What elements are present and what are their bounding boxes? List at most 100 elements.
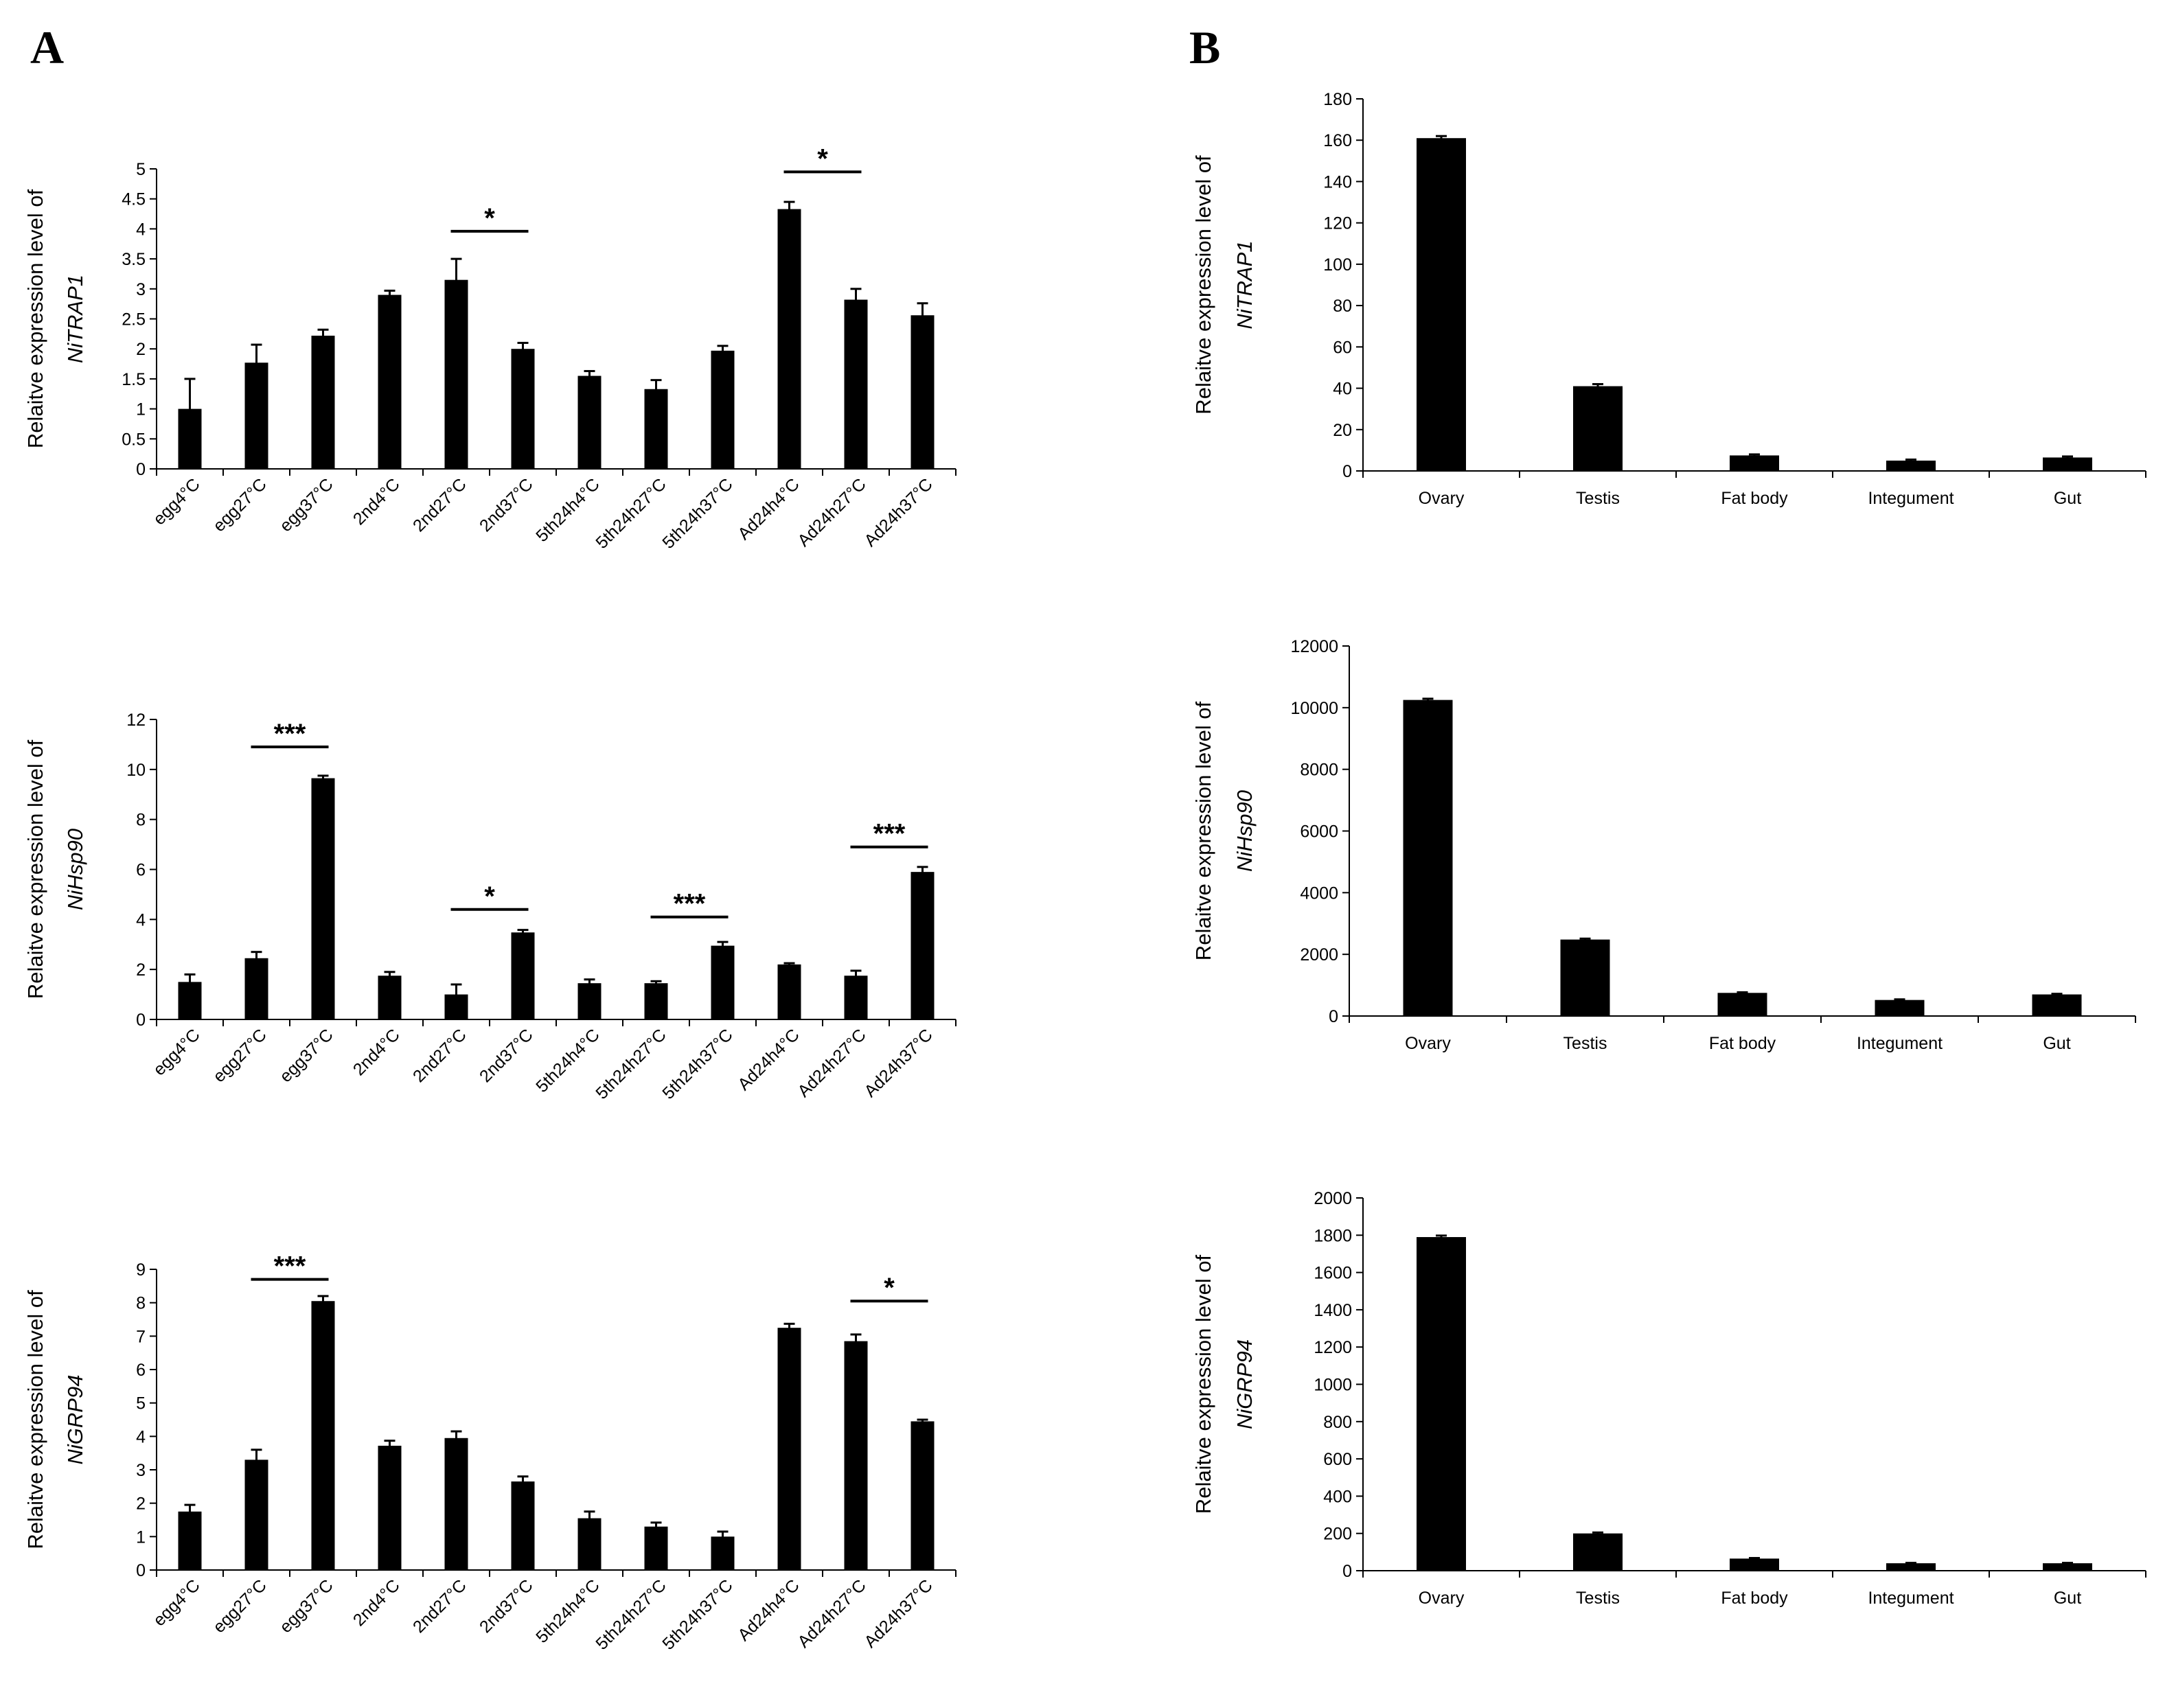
- y-tick-label: 8000: [1300, 761, 1338, 780]
- chart-a2: 0 2 4 6 8 10 12 egg4°C egg27°C egg37°C 2nd4°C 2nd27…: [23, 711, 957, 1103]
- x-category-label: Integument: [1868, 1589, 1954, 1608]
- bar: [1886, 1563, 1936, 1571]
- y-tick-label: 12: [126, 711, 146, 730]
- y-tick-label: 1600: [1314, 1264, 1352, 1283]
- significance-label: ***: [674, 889, 706, 919]
- x-category-label: egg37°C: [276, 474, 337, 535]
- y-tick-label: 6: [136, 861, 146, 880]
- y-tick-label: 4: [136, 220, 146, 239]
- bar: [777, 964, 801, 1019]
- chart-a1: 0 0.5 1 1.5 2 2.5 3 3.5 4 4.5 5 egg4°C egg27°C egg37°…: [23, 143, 957, 553]
- x-category-label: egg37°C: [276, 1576, 337, 1637]
- bar: [711, 350, 735, 469]
- x-category-label: Ovary: [1405, 1034, 1451, 1053]
- y-tick-label: 140: [1323, 172, 1352, 192]
- y-tick-label: 4.5: [122, 190, 146, 209]
- y-tick-label: 6: [136, 1361, 146, 1380]
- chart-b2: 0 2000 4000 6000 8000 10000 12000 Ovary Testis Fa…: [1191, 637, 2136, 1053]
- x-category-label: Ad24h4°C: [734, 474, 803, 544]
- y-tick-label: 12000: [1290, 637, 1338, 656]
- y-tick-label: 10000: [1290, 699, 1338, 718]
- y-axis-gene-label: NiHsp90: [1233, 790, 1257, 872]
- y-tick-label: 3: [136, 1461, 146, 1480]
- x-category-label: Gut: [2043, 1034, 2070, 1053]
- significance-label: ***: [873, 819, 906, 849]
- x-category-label: 5th24h4°C: [532, 1576, 604, 1647]
- bar: [1417, 1237, 1466, 1571]
- bar: [844, 299, 868, 469]
- significance-label: *: [817, 143, 828, 174]
- bar: [711, 1536, 735, 1570]
- y-tick-label: 20: [1333, 421, 1352, 440]
- bar: [644, 1526, 668, 1570]
- significance-label: *: [484, 203, 495, 233]
- y-tick-label: 1: [136, 400, 146, 419]
- panel-label-b: B: [1189, 21, 1220, 73]
- bar: [444, 1438, 468, 1570]
- bar: [1875, 1000, 1925, 1016]
- x-category-label: Ovary: [1419, 1589, 1465, 1608]
- x-category-label: Testis: [1576, 489, 1620, 508]
- bar: [311, 335, 335, 469]
- x-category-label: egg4°C: [150, 474, 204, 529]
- y-axis-label: Relaitve expression level of: [23, 739, 47, 999]
- y-tick-label: 1: [136, 1527, 146, 1547]
- bar: [644, 389, 668, 469]
- x-category-label: 2nd37°C: [476, 1576, 537, 1637]
- y-tick-label: 0: [1342, 1562, 1352, 1581]
- x-category-label: 5th24h27°C: [592, 474, 669, 552]
- x-category-label: Integument: [1868, 489, 1954, 508]
- bar: [1573, 1533, 1623, 1571]
- x-category-label: 5th24h37°C: [658, 1576, 736, 1653]
- bar: [444, 279, 468, 469]
- panel-label-a: A: [30, 21, 64, 73]
- y-tick-label: 0.5: [122, 430, 146, 449]
- y-tick-label: 4000: [1300, 884, 1338, 903]
- bar: [1560, 939, 1610, 1016]
- x-category-label: 2nd4°C: [350, 474, 404, 529]
- x-category-label: Integument: [1857, 1034, 1943, 1053]
- bar: [1730, 455, 1779, 471]
- y-axis-gene-label: NiHsp90: [63, 829, 87, 910]
- x-category-label: Ad24h37°C: [860, 1025, 936, 1100]
- y-tick-label: 2: [136, 960, 146, 980]
- y-tick-label: 8: [136, 811, 146, 830]
- chart-b3: 0 200 400 600 800 1000 1200 1400 1600 1800 2000 Ova…: [1191, 1189, 2146, 1608]
- y-tick-label: 2: [136, 1494, 146, 1514]
- y-tick-label: 7: [136, 1327, 146, 1346]
- bar: [844, 976, 868, 1019]
- y-tick-label: 6000: [1300, 822, 1338, 842]
- bar: [1730, 1558, 1779, 1571]
- x-category-label: 5th24h4°C: [532, 474, 604, 546]
- y-tick-label: 1400: [1314, 1301, 1352, 1320]
- y-tick-label: 8: [136, 1294, 146, 1313]
- y-tick-label: 3.5: [122, 250, 146, 269]
- y-tick-label: 40: [1333, 380, 1352, 399]
- bar: [910, 315, 935, 469]
- y-tick-label: 0: [136, 460, 146, 479]
- y-tick-label: 80: [1333, 297, 1352, 316]
- x-category-label: 2nd37°C: [476, 474, 537, 535]
- chart-b1: 0 20 40 60 80 100 120 140 160 180 Ovary Testis Fat b…: [1191, 90, 2146, 508]
- x-category-label: 2nd4°C: [350, 1025, 404, 1079]
- y-tick-label: 2: [136, 340, 146, 359]
- x-category-label: Fat body: [1709, 1034, 1776, 1053]
- bar: [1886, 460, 1936, 471]
- x-category-label: 2nd4°C: [350, 1576, 404, 1630]
- bar: [511, 349, 535, 469]
- x-category-label: Testis: [1563, 1034, 1607, 1053]
- bar: [244, 958, 268, 1019]
- x-category-label: Fat body: [1721, 489, 1788, 508]
- y-tick-label: 100: [1323, 255, 1352, 275]
- bar: [511, 1481, 535, 1570]
- bar: [777, 1328, 801, 1570]
- bar: [378, 295, 402, 469]
- bar: [1573, 386, 1623, 471]
- bar: [311, 1301, 335, 1570]
- y-tick-label: 2.5: [122, 310, 146, 330]
- x-category-label: Ad24h37°C: [860, 474, 936, 550]
- bar: [577, 983, 602, 1019]
- x-category-label: Ad24h27°C: [794, 1025, 869, 1100]
- bar: [711, 945, 735, 1019]
